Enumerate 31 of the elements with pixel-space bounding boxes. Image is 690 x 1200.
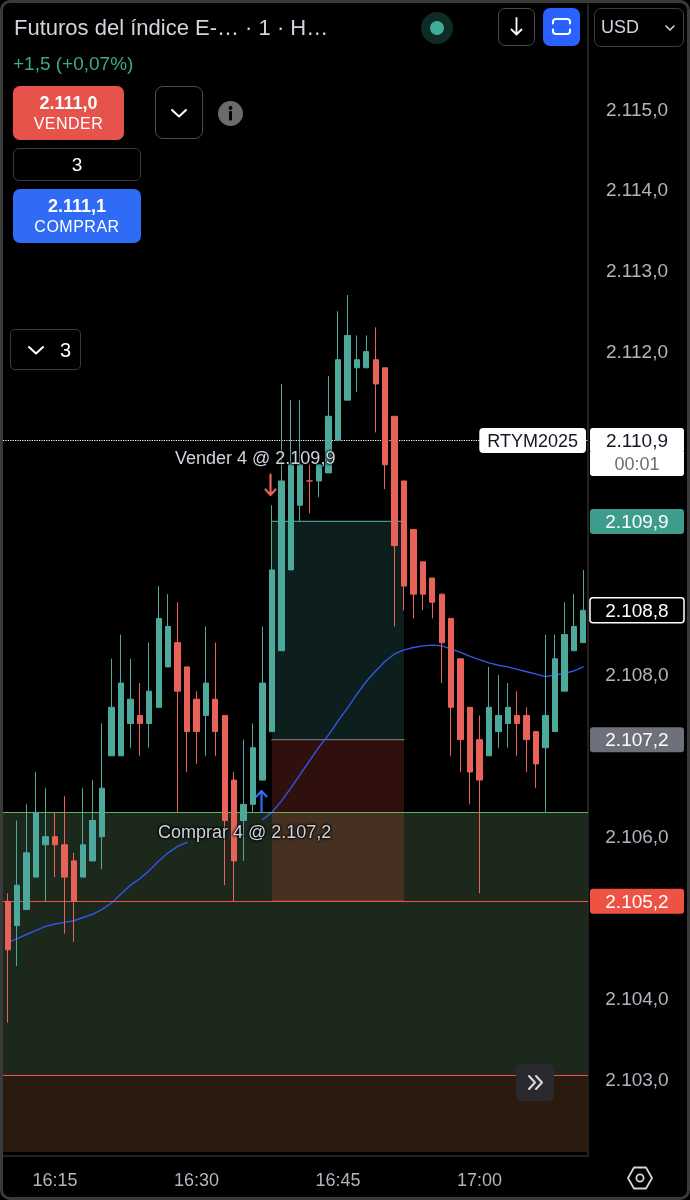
buy-button: 2.111,1 COMPRAR [13, 189, 141, 243]
y-tick-label: 2.106,0 [605, 826, 669, 848]
annotation: 2.111,1 [46, 195, 108, 217]
y-tick-label: 2.112,0 [606, 341, 668, 363]
y-tick-label: 2.103,0 [605, 1068, 669, 1090]
annotation: RTYM2025 [487, 430, 578, 451]
y-tick-label: 2.113,0 [606, 260, 668, 282]
y-tick-label: 2.114,0 [606, 179, 668, 201]
x-tick-label: 16:15 [32, 1170, 78, 1190]
ref-line-label: 2.110,9 [606, 430, 668, 452]
annotation: VENDER [32, 114, 105, 134]
x-tick-label: 16:45 [315, 1170, 361, 1190]
annotation: 2.111,0 [38, 92, 99, 114]
currency-dropdown: USD [594, 8, 684, 47]
y-tick-label: 2.115,0 [606, 98, 668, 120]
y-tick-label: 2.108,0 [605, 664, 669, 686]
x-tick-label: 16:30 [173, 1170, 219, 1190]
collapse-button: 3 [10, 329, 81, 370]
text: 2.107,2 [605, 729, 669, 751]
y-tick-label: 2.104,0 [605, 987, 669, 1009]
text: 2.108,8 [605, 599, 669, 621]
annotation: 3 [60, 338, 72, 362]
x-tick-label: 17:00 [456, 1170, 503, 1190]
quantity-field: 3 [13, 148, 141, 181]
text: 00:01 [614, 454, 660, 475]
ref-line-label: 2.105,2 [605, 890, 669, 912]
annotation: COMPRAR [33, 217, 121, 237]
sell-button: 2.111,0 VENDER [13, 86, 124, 140]
text: 2.109,9 [605, 510, 669, 532]
text: Futuros del índice E-… · 1 · H… [14, 14, 329, 42]
text: +1,5 (+0,07%) [13, 52, 134, 76]
